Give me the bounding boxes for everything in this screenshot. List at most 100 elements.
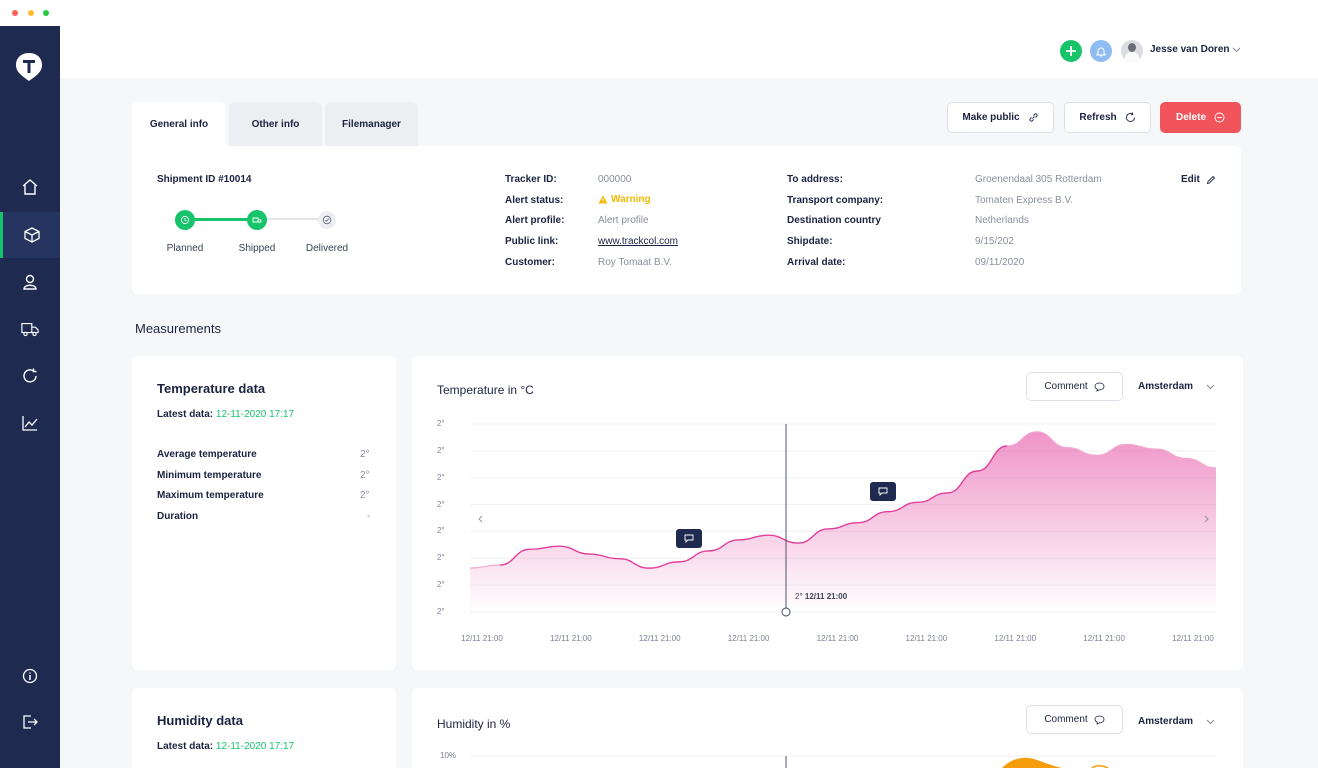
tab-general-info[interactable]: General info xyxy=(132,102,226,146)
to-address-value: Groenendaal 305 Rotterdam xyxy=(975,174,1102,185)
add-button[interactable] xyxy=(1060,40,1082,62)
temperature-line xyxy=(499,445,1008,569)
link-icon xyxy=(1029,113,1038,122)
measurements-title: Measurements xyxy=(135,321,221,336)
shipment-id: Shipment ID #10014 xyxy=(157,174,252,185)
min-temp-label: Minimum temperature xyxy=(157,470,262,481)
y-tick-label: 2° xyxy=(437,472,445,482)
transport-company-label: Transport company: xyxy=(787,195,884,206)
general-info-card xyxy=(132,146,1241,294)
humidity-location-chevron-down-icon[interactable] xyxy=(1206,719,1215,725)
y-tick-label: 2° xyxy=(437,607,445,616)
x-tick-label: 12/11 21:00 xyxy=(1083,634,1125,643)
temperature-card-title: Temperature data xyxy=(157,381,266,396)
close-window-dot[interactable] xyxy=(12,10,18,16)
min-temp-value: 2° xyxy=(360,470,370,481)
comment-marker[interactable] xyxy=(870,482,896,501)
customer-label: Customer: xyxy=(505,257,556,268)
comment-icon xyxy=(1094,382,1105,392)
sync-icon xyxy=(23,368,37,383)
clock-icon xyxy=(180,215,190,225)
chart-next-icon[interactable] xyxy=(1204,515,1209,523)
destination-country-value: Netherlands xyxy=(975,215,1029,226)
nav-home[interactable] xyxy=(0,164,60,210)
temperature-chart-title: Temperature in °C xyxy=(437,383,534,397)
nav-users[interactable] xyxy=(0,259,60,305)
minimize-window-dot[interactable] xyxy=(28,10,34,16)
app-logo-icon[interactable] xyxy=(15,52,43,82)
temperature-latest-label: Latest data: xyxy=(157,409,214,420)
nav-transport[interactable] xyxy=(0,306,60,352)
chart-icon xyxy=(22,416,38,431)
logout-icon xyxy=(23,715,38,729)
x-tick-label: 12/11 21:00 xyxy=(1172,634,1214,643)
truck-icon xyxy=(21,323,39,337)
duration-label: Duration xyxy=(157,511,199,522)
nav-logout[interactable] xyxy=(0,699,60,745)
humidity-line xyxy=(1091,765,1109,768)
x-tick-label: 12/11 21:00 xyxy=(816,634,859,643)
refresh-icon xyxy=(1125,112,1135,122)
nav-sync[interactable] xyxy=(0,353,60,399)
pencil-icon xyxy=(1206,175,1216,184)
humidity-comment-button[interactable]: Comment xyxy=(1026,705,1123,734)
make-public-button[interactable]: Make public xyxy=(947,102,1054,133)
refresh-button[interactable]: Refresh xyxy=(1064,102,1151,133)
cursor-readout: 2° 12/11 21:00 xyxy=(795,592,847,601)
tab-other-info[interactable]: Other info xyxy=(229,102,322,146)
cursor-handle[interactable] xyxy=(781,607,791,617)
delete-button[interactable]: Delete xyxy=(1160,102,1241,133)
y-tick-label: 2° xyxy=(437,445,445,455)
y-tick-label: 2° xyxy=(437,419,445,428)
shipdate-label: Shipdate: xyxy=(787,236,833,247)
chevron-down-icon[interactable] xyxy=(1232,47,1241,53)
y-tick-label: 2° xyxy=(437,580,445,590)
bell-icon xyxy=(1096,47,1106,56)
check-circle-icon xyxy=(322,215,332,225)
humidity-comment-label: Comment xyxy=(1044,714,1088,725)
user-name[interactable]: Jesse van Doren xyxy=(1150,44,1230,55)
comment-marker[interactable] xyxy=(676,529,702,548)
step-shipped xyxy=(247,210,267,230)
nav-info[interactable] xyxy=(0,653,60,699)
humidity-location-select[interactable]: Amsterdam xyxy=(1138,716,1194,727)
nav-analytics[interactable] xyxy=(0,400,60,446)
humidity-area xyxy=(1002,757,1062,768)
humidity-chart xyxy=(470,755,1217,768)
temperature-comment-button[interactable]: Comment xyxy=(1026,372,1123,401)
refresh-label: Refresh xyxy=(1079,112,1117,123)
humidity-latest-label: Latest data: xyxy=(157,741,214,752)
y-tick-label: 2° xyxy=(437,499,445,509)
step-label-shipped: Shipped xyxy=(238,243,276,254)
warning-icon xyxy=(598,195,608,204)
maximize-window-dot[interactable] xyxy=(43,10,49,16)
chart-prev-icon[interactable] xyxy=(478,515,483,523)
humidity-card-title: Humidity data xyxy=(157,713,243,728)
tracker-id-label: Tracker ID: xyxy=(505,174,557,185)
tab-filemanager[interactable]: Filemanager xyxy=(325,102,418,146)
progress-line-done xyxy=(185,218,257,221)
y-tick-label: 2° xyxy=(437,553,445,563)
window-titlebar xyxy=(0,0,1318,26)
x-tick-label: 12/11 21:00 xyxy=(727,634,770,643)
public-link[interactable]: www.trackcol.com xyxy=(598,236,679,247)
info-icon xyxy=(22,668,38,684)
truck-small-icon xyxy=(252,217,262,223)
step-label-planned: Planned xyxy=(166,243,204,254)
step-label-delivered: Delivered xyxy=(305,243,349,254)
temperature-location-select[interactable]: Amsterdam xyxy=(1138,381,1194,392)
location-chevron-down-icon[interactable] xyxy=(1206,384,1215,390)
nav-shipments[interactable] xyxy=(0,212,60,258)
y-tick-label: 2° xyxy=(437,526,445,536)
delete-label: Delete xyxy=(1175,112,1206,123)
alert-status-label: Alert status: xyxy=(505,195,564,206)
edit-button[interactable]: Edit xyxy=(1181,174,1216,185)
progress-line-pending xyxy=(257,218,327,220)
max-temp-value: 2° xyxy=(360,490,370,501)
temperature-line-forecast xyxy=(469,431,1217,569)
avatar[interactable] xyxy=(1121,40,1143,62)
notifications-button[interactable] xyxy=(1090,40,1112,62)
x-tick-label: 12/11 21:00 xyxy=(638,634,681,643)
